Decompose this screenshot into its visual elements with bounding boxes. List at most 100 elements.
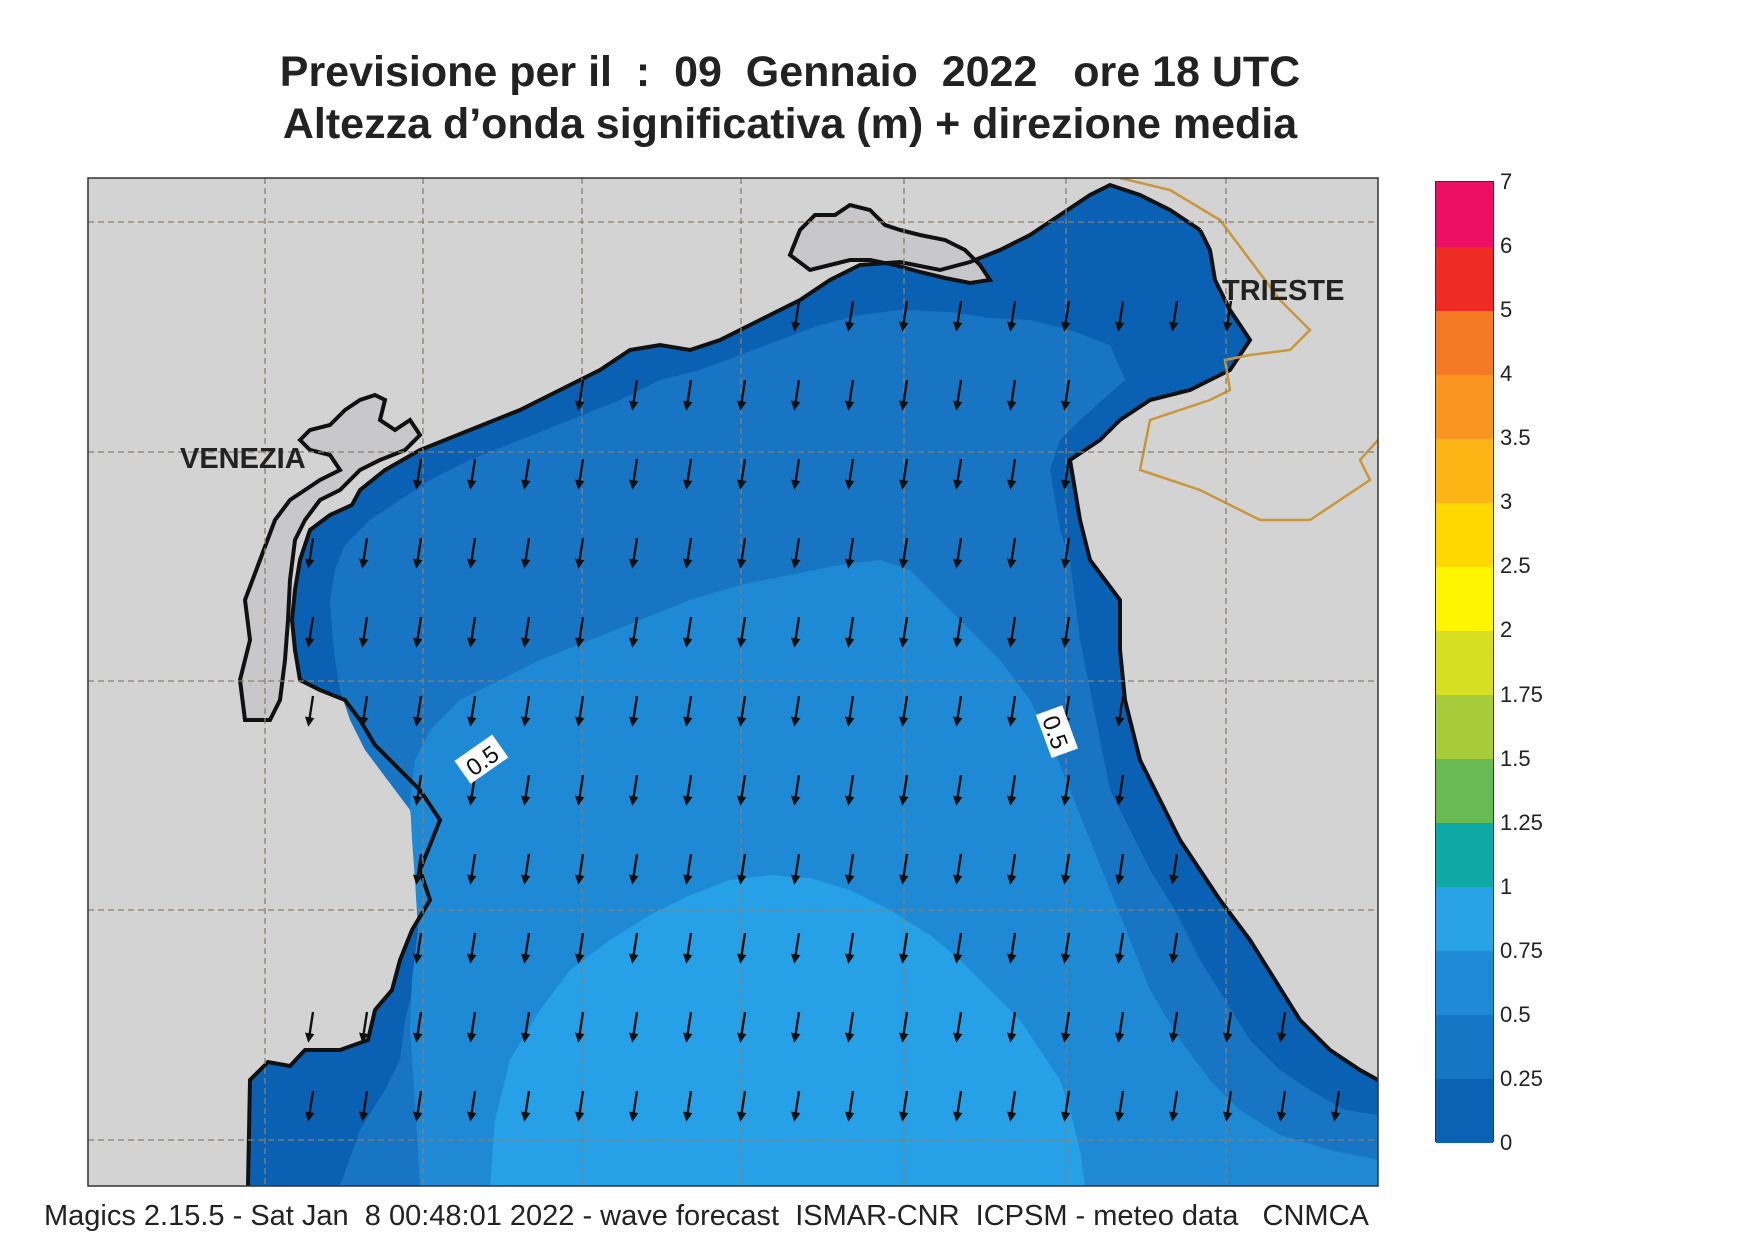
- wave-arrow: [1222, 1011, 1233, 1043]
- wave-arrow: [682, 458, 693, 490]
- colorbar-label: 1.75: [1500, 681, 1543, 707]
- wave-arrow: [898, 616, 909, 648]
- wave-arrow: [790, 774, 801, 806]
- colorbar-segment: [1436, 886, 1493, 952]
- wave-arrow: [628, 695, 639, 727]
- wave-arrow: [412, 1011, 423, 1043]
- wave-arrow: [412, 616, 423, 648]
- wave-arrow: [844, 458, 855, 490]
- wave-arrow: [628, 537, 639, 569]
- wave-arrow: [736, 853, 747, 885]
- wave-arrow: [790, 695, 801, 727]
- wave-arrow: [790, 1090, 801, 1122]
- wave-arrow: [1006, 458, 1017, 490]
- wave-arrow: [1222, 1090, 1233, 1122]
- wave-arrow: [844, 379, 855, 411]
- wave-arrow: [1006, 379, 1017, 411]
- colorbar-segment: [1436, 950, 1493, 1016]
- wave-arrow: [574, 1011, 585, 1043]
- wave-arrow: [358, 1090, 369, 1122]
- wave-arrow: [1060, 300, 1071, 332]
- wave-arrow: [898, 379, 909, 411]
- wave-arrow: [736, 537, 747, 569]
- wave-arrow: [952, 300, 963, 332]
- colorbar-label: 0.25: [1500, 1065, 1543, 1091]
- wave-arrow: [736, 458, 747, 490]
- wave-arrow: [844, 853, 855, 885]
- colorbar-segment: [1436, 310, 1493, 375]
- colorbar-label: 2: [1500, 617, 1513, 643]
- wave-arrow: [1168, 1090, 1179, 1122]
- wave-arrow: [628, 458, 639, 490]
- colorbar-label: 5: [1500, 297, 1513, 323]
- wave-arrow: [952, 379, 963, 411]
- wave-arrow: [358, 695, 369, 727]
- colorbar-label: 0.75: [1500, 937, 1543, 963]
- wave-arrow: [1006, 1011, 1017, 1043]
- wave-arrow: [520, 1090, 531, 1122]
- colorbar-label: 1.25: [1500, 809, 1543, 835]
- wave-arrow: [952, 537, 963, 569]
- wave-arrow: [1006, 932, 1017, 964]
- wave-direction-arrows: [304, 300, 1341, 1122]
- wave-arrow: [844, 695, 855, 727]
- colorbar-label: 3: [1500, 489, 1513, 515]
- wave-arrow: [466, 932, 477, 964]
- wave-arrow: [844, 537, 855, 569]
- wave-arrow: [1114, 853, 1125, 885]
- wave-arrow: [466, 695, 477, 727]
- wave-arrow: [952, 1011, 963, 1043]
- wave-arrow: [898, 853, 909, 885]
- colorbar-segment: [1436, 246, 1493, 311]
- wave-arrow: [736, 379, 747, 411]
- wave-arrow: [1006, 1090, 1017, 1122]
- wave-arrow: [844, 300, 855, 332]
- wave-arrow: [682, 616, 693, 648]
- wave-arrow: [1330, 1090, 1341, 1122]
- wave-arrow: [520, 932, 531, 964]
- wave-arrow: [574, 458, 585, 490]
- wave-arrow: [736, 1090, 747, 1122]
- map-frame: [87, 177, 1379, 1187]
- northern-islands: [787, 202, 994, 286]
- wave-arrow: [1006, 537, 1017, 569]
- wave-arrow: [682, 932, 693, 964]
- wave-arrow: [1114, 774, 1125, 806]
- wave-arrow: [412, 537, 423, 569]
- sea-band-075-1: [490, 875, 1085, 1186]
- wave-arrow: [1168, 1011, 1179, 1043]
- wave-arrow: [628, 379, 639, 411]
- wave-arrow: [682, 1090, 693, 1122]
- wave-arrow: [736, 695, 747, 727]
- colorbar-segment: [1436, 374, 1493, 439]
- wave-arrow: [1168, 932, 1179, 964]
- wave-arrow: [898, 458, 909, 490]
- wave-arrow: [520, 1011, 531, 1043]
- wave-arrow: [628, 1090, 639, 1122]
- colorbar-segment: [1436, 630, 1493, 696]
- wave-arrow: [1060, 932, 1071, 964]
- wave-arrow: [952, 1090, 963, 1122]
- colorbar-segment: [1436, 822, 1493, 888]
- wave-arrow: [358, 616, 369, 648]
- wave-arrow: [574, 537, 585, 569]
- wave-arrow: [898, 300, 909, 332]
- wave-arrow: [466, 1090, 477, 1122]
- wave-arrow: [412, 774, 423, 806]
- wave-arrow: [466, 616, 477, 648]
- wave-arrow: [952, 774, 963, 806]
- wave-arrow: [844, 1011, 855, 1043]
- wave-arrow: [682, 774, 693, 806]
- wave-arrow: [574, 379, 585, 411]
- wave-arrow: [844, 616, 855, 648]
- wave-arrow: [790, 1011, 801, 1043]
- wave-arrow: [628, 616, 639, 648]
- wave-arrow: [574, 853, 585, 885]
- wave-arrow: [952, 932, 963, 964]
- wave-arrow: [574, 932, 585, 964]
- place-label-venezia: VENEZIA: [180, 443, 306, 475]
- wave-arrow: [520, 853, 531, 885]
- wave-arrow: [898, 932, 909, 964]
- wave-arrow: [304, 1011, 315, 1043]
